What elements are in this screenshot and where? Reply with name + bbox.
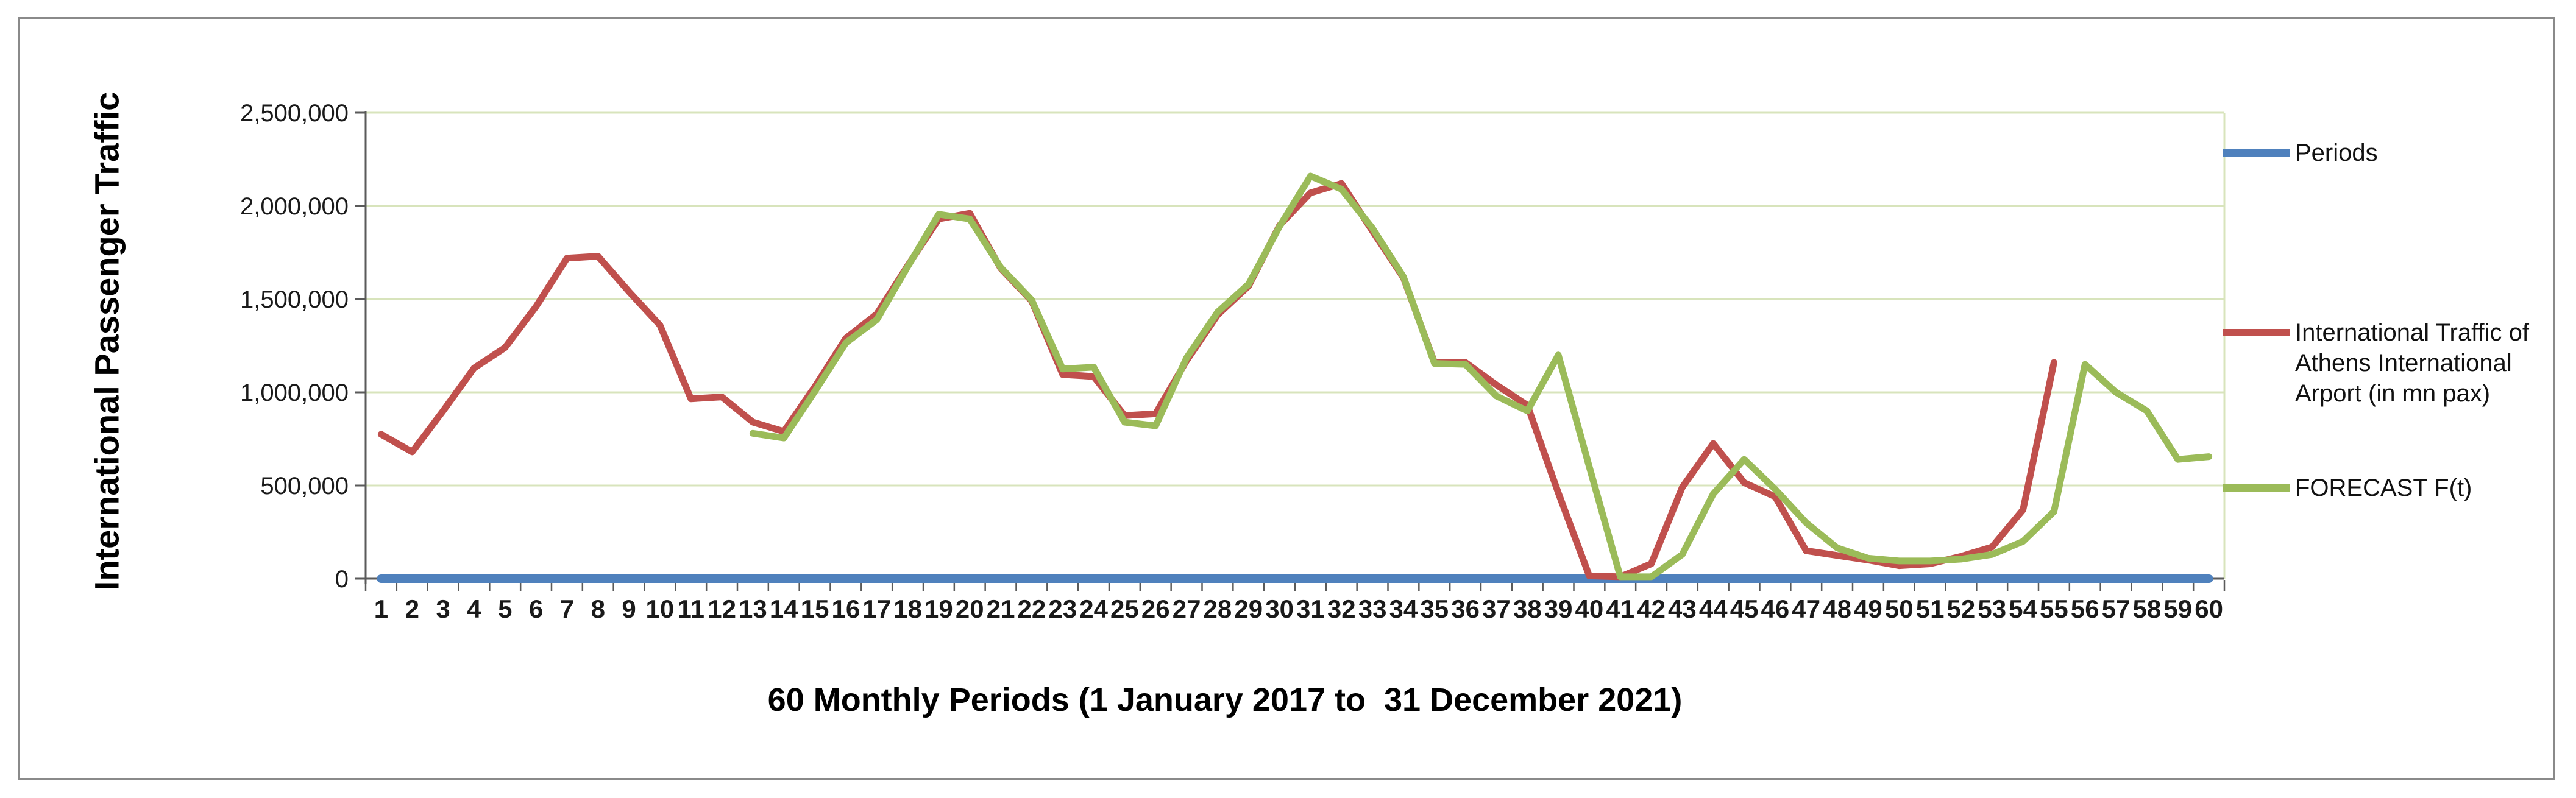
y-tick-label: 2,000,000 <box>240 193 349 220</box>
x-tick-label: 37 <box>1482 595 1511 623</box>
x-tick-label: 51 <box>1916 595 1945 623</box>
x-tick-label: 55 <box>2040 595 2068 623</box>
x-tick-label: 26 <box>1141 595 1170 623</box>
x-tick-label: 24 <box>1079 595 1108 623</box>
x-axis-title: 60 Monthly Periods (1 January 2017 to 31… <box>767 682 1683 718</box>
x-tick-label: 17 <box>862 595 891 623</box>
x-tick-label: 23 <box>1048 595 1077 623</box>
x-tick-label: 42 <box>1637 595 1666 623</box>
x-tick-label: 47 <box>1792 595 1820 623</box>
x-tick-label: 13 <box>739 595 767 623</box>
x-tick-label: 6 <box>529 595 543 623</box>
y-tick-label: 1,000,000 <box>240 380 349 406</box>
legend-label: Periods <box>2295 139 2378 166</box>
x-tick-label: 44 <box>1699 595 1728 623</box>
x-tick-label: 21 <box>987 595 1015 623</box>
x-tick-label: 8 <box>591 595 605 623</box>
x-tick-label: 50 <box>1885 595 1914 623</box>
x-tick-label: 11 <box>678 595 704 623</box>
x-tick-label: 12 <box>708 595 736 623</box>
y-tick-label: 0 <box>335 566 349 593</box>
x-tick-label: 2 <box>405 595 419 623</box>
y-tick-label: 1,500,000 <box>240 286 349 313</box>
legend-swatch-forecast <box>2223 484 2290 492</box>
legend-item-forecast: FORECAST F(t) <box>2223 473 2472 503</box>
x-tick-label: 18 <box>893 595 922 623</box>
x-tick-label: 57 <box>2102 595 2131 623</box>
x-tick-label: 9 <box>622 595 636 623</box>
x-tick-label: 31 <box>1296 595 1325 623</box>
y-axis-title: International Passenger Traffic <box>87 91 126 591</box>
x-tick-label: 35 <box>1420 595 1449 623</box>
x-tick-label: 22 <box>1018 595 1046 623</box>
x-tick-label: 54 <box>2009 595 2037 623</box>
x-tick-label: 60 <box>2195 595 2223 623</box>
x-tick-label: 7 <box>560 595 574 623</box>
x-tick-label: 15 <box>801 595 829 623</box>
x-tick-label: 29 <box>1234 595 1263 623</box>
x-tick-label: 19 <box>924 595 953 623</box>
x-tick-label: 16 <box>832 595 860 623</box>
x-tick-label: 46 <box>1761 595 1790 623</box>
x-tick-label: 41 <box>1606 595 1634 623</box>
x-tick-label: 56 <box>2071 595 2099 623</box>
x-tick-label: 48 <box>1823 595 1851 623</box>
x-tick-label: 33 <box>1358 595 1387 623</box>
legend-item-periods: Periods <box>2223 138 2378 168</box>
legend-label: International Traffic of Athens Internat… <box>2295 319 2529 407</box>
x-tick-label: 5 <box>498 595 512 623</box>
x-tick-label: 4 <box>467 595 481 623</box>
x-tick-label: 49 <box>1854 595 1882 623</box>
x-tick-label: 20 <box>956 595 984 623</box>
x-tick-label: 53 <box>1978 595 2006 623</box>
x-tick-label: 32 <box>1327 595 1356 623</box>
x-tick-label: 38 <box>1513 595 1542 623</box>
x-tick-label: 27 <box>1173 595 1201 623</box>
legend-item-actual-traffic: International Traffic of Athens Internat… <box>2223 317 2529 409</box>
x-tick-label: 30 <box>1265 595 1294 623</box>
y-tick-label: 2,500,000 <box>240 100 349 127</box>
legend-label: FORECAST F(t) <box>2295 475 2472 501</box>
figure-border <box>18 17 2555 780</box>
x-tick-label: 58 <box>2133 595 2162 623</box>
x-tick-label: 14 <box>770 595 798 623</box>
x-tick-label: 36 <box>1451 595 1480 623</box>
x-tick-label: 59 <box>2163 595 2192 623</box>
y-tick-label: 500,000 <box>260 473 349 500</box>
x-tick-label: 45 <box>1730 595 1759 623</box>
x-tick-label: 39 <box>1544 595 1573 623</box>
x-tick-label: 40 <box>1575 595 1604 623</box>
x-tick-label: 25 <box>1110 595 1139 623</box>
forecast-series-line <box>749 172 2213 581</box>
x-tick-label: 10 <box>646 595 675 623</box>
x-tick-label: 34 <box>1389 595 1418 623</box>
x-tick-label: 43 <box>1668 595 1697 623</box>
x-tick-label: 52 <box>1947 595 1976 623</box>
x-tick-label: 3 <box>436 595 450 623</box>
legend-swatch-periods <box>2223 149 2290 157</box>
legend-swatch-actual-traffic <box>2223 329 2290 336</box>
x-tick-label: 1 <box>374 595 388 623</box>
x-tick-label: 28 <box>1204 595 1232 623</box>
